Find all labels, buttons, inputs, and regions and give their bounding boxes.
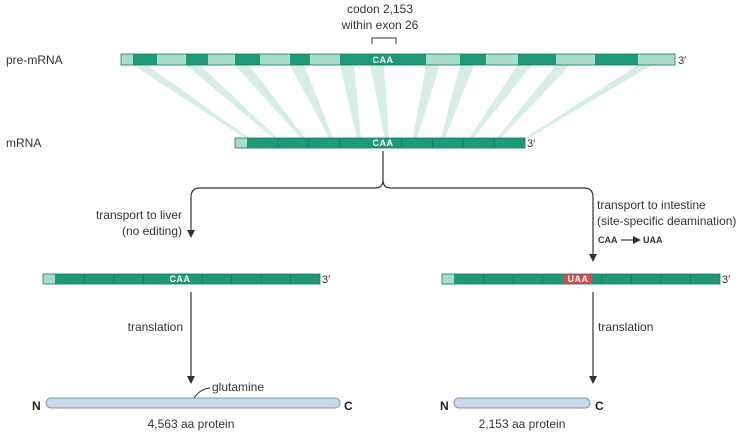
branch-to-intestine — [382, 179, 597, 262]
pre-mrna-strand — [120, 53, 676, 66]
intron-segment — [310, 54, 340, 65]
strand-outline — [234, 137, 526, 149]
liver-protein-bar — [45, 397, 341, 409]
fan-band — [186, 65, 277, 138]
fan-band — [469, 65, 532, 138]
exon-splicing-fan — [133, 65, 652, 138]
liver-mrna-strand — [42, 273, 321, 285]
strand-outline — [441, 273, 721, 285]
intron-segment — [486, 54, 518, 65]
liver-c-terminus: C — [344, 399, 353, 413]
fan-band — [133, 65, 249, 138]
strand-outline — [42, 273, 321, 285]
fan-band — [497, 65, 570, 138]
exon-segment — [595, 54, 638, 65]
liver-transport-line2: (no editing) — [122, 224, 182, 238]
edit-from-codon: CAA — [598, 235, 618, 245]
intestine-transport-line2: (site-specific deamination) — [597, 214, 736, 228]
codon-bracket — [371, 37, 397, 44]
pre-mrna-outline — [120, 53, 676, 66]
fan-band — [525, 65, 652, 138]
liver-n-terminus: N — [32, 399, 41, 413]
mrna-codon: CAA — [373, 138, 394, 148]
fan-band — [413, 65, 440, 138]
three-prime-tail — [638, 54, 675, 65]
codon-box — [564, 274, 592, 284]
intestine-translation-label: translation — [598, 320, 653, 334]
fan-band — [290, 65, 333, 138]
exon-segment — [397, 54, 426, 65]
fan-band — [370, 65, 389, 138]
five-prime-cap — [121, 54, 133, 65]
fan-band — [441, 65, 474, 138]
intron-segment — [260, 54, 290, 65]
intron-segment — [208, 54, 235, 65]
intestine-transport-line1: transport to intestine — [597, 198, 706, 212]
intestine-protein-label: 2,153 aa protein — [479, 417, 566, 431]
liver-transport-line1: transport to liver — [96, 208, 182, 222]
exon-segment — [186, 54, 208, 65]
liver-protein-label: 4,563 aa protein — [148, 417, 235, 431]
intestine-mrna-strand — [441, 273, 721, 285]
edit-to-codon: UAA — [643, 235, 663, 245]
exon-segment — [290, 54, 310, 65]
intestine-3prime: 3′ — [722, 274, 730, 286]
fan-band — [340, 65, 361, 138]
five-prime-cap — [442, 274, 454, 284]
codon-annotation-line2: within exon 26 — [341, 18, 419, 32]
liver-3prime: 3′ — [322, 274, 330, 286]
fan-band — [235, 65, 305, 138]
exon-segment — [460, 54, 486, 65]
pre-mrna-3prime: 3′ — [678, 55, 686, 67]
intestine-n-terminus: N — [440, 399, 449, 413]
codon-annotation-line1: codon 2,153 — [347, 2, 413, 16]
intron-segment — [556, 54, 595, 65]
five-prime-cap — [43, 274, 55, 284]
intestine-protein-bar — [453, 397, 591, 409]
mrna-strand — [234, 137, 526, 149]
pre-mrna-label: pre-mRNA — [6, 53, 63, 67]
intron-segment — [157, 54, 186, 65]
branch-to-liver — [187, 151, 384, 238]
glutamine-pointer — [193, 387, 211, 399]
exon-segment — [133, 54, 157, 65]
mrna-3prime: 3′ — [527, 138, 535, 150]
glutamine-label: glutamine — [212, 380, 264, 394]
exon-segment — [340, 54, 370, 65]
pre-mrna-codon: CAA — [373, 55, 394, 65]
mrna-label: mRNA — [6, 136, 41, 150]
exon-segment — [518, 54, 556, 65]
liver-translation-label: translation — [128, 320, 183, 334]
intestine-c-terminus: C — [595, 399, 604, 413]
exon-segment — [235, 54, 260, 65]
codon-box — [166, 274, 194, 284]
codon-box — [370, 138, 397, 148]
exon-26-segment — [370, 54, 397, 65]
intron-segment — [426, 54, 460, 65]
liver-codon: CAA — [170, 274, 191, 284]
five-prime-cap — [235, 138, 247, 148]
intestine-codon: UAA — [568, 274, 589, 284]
